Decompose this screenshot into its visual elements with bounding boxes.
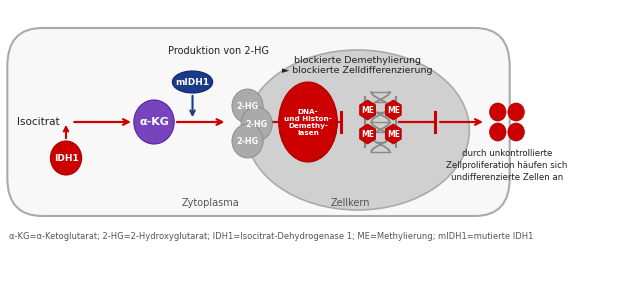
Text: ME: ME <box>387 130 400 139</box>
Text: ME: ME <box>361 105 374 115</box>
Polygon shape <box>386 100 401 120</box>
Circle shape <box>232 89 263 123</box>
Text: DNA-
und Histon-
Demethy-
lasen: DNA- und Histon- Demethy- lasen <box>284 109 332 136</box>
Polygon shape <box>386 124 401 144</box>
Text: blockierte Demethylierung: blockierte Demethylierung <box>294 56 421 65</box>
Text: Isocitrat: Isocitrat <box>17 117 59 127</box>
Circle shape <box>490 123 506 141</box>
Text: 2-HG: 2-HG <box>236 102 259 110</box>
Ellipse shape <box>246 50 469 210</box>
Ellipse shape <box>172 71 213 93</box>
Circle shape <box>490 103 506 121</box>
Text: mIDH1: mIDH1 <box>175 78 210 86</box>
Text: 2-HG: 2-HG <box>236 136 259 146</box>
Text: IDH1: IDH1 <box>53 154 78 163</box>
Ellipse shape <box>278 82 337 162</box>
Polygon shape <box>360 100 376 120</box>
Circle shape <box>134 100 174 144</box>
Text: α-KG=α-Ketoglutarat; 2-HG=2-Hydroxyglutarat; IDH1=Isocitrat-Dehydrogenase 1; ME=: α-KG=α-Ketoglutarat; 2-HG=2-Hydroxygluta… <box>9 232 534 241</box>
Text: Zellkern: Zellkern <box>330 198 370 208</box>
Text: Produktion von 2-HG: Produktion von 2-HG <box>167 46 268 56</box>
Text: Zytoplasma: Zytoplasma <box>182 198 240 208</box>
Text: ► blockierte Zelldifferenzierung: ► blockierte Zelldifferenzierung <box>282 66 433 75</box>
Circle shape <box>508 103 525 121</box>
Text: ME: ME <box>387 105 400 115</box>
Circle shape <box>50 141 82 175</box>
Text: 2-HG: 2-HG <box>246 120 268 128</box>
FancyBboxPatch shape <box>7 28 510 216</box>
Text: α-KG: α-KG <box>139 117 169 127</box>
Circle shape <box>232 124 263 158</box>
Polygon shape <box>360 124 376 144</box>
Circle shape <box>241 107 272 141</box>
Circle shape <box>508 123 525 141</box>
Text: ME: ME <box>361 130 374 139</box>
Text: durch unkontrollierte
Zellproliferation häufen sich
undifferenzierte Zellen an: durch unkontrollierte Zellproliferation … <box>446 149 568 182</box>
